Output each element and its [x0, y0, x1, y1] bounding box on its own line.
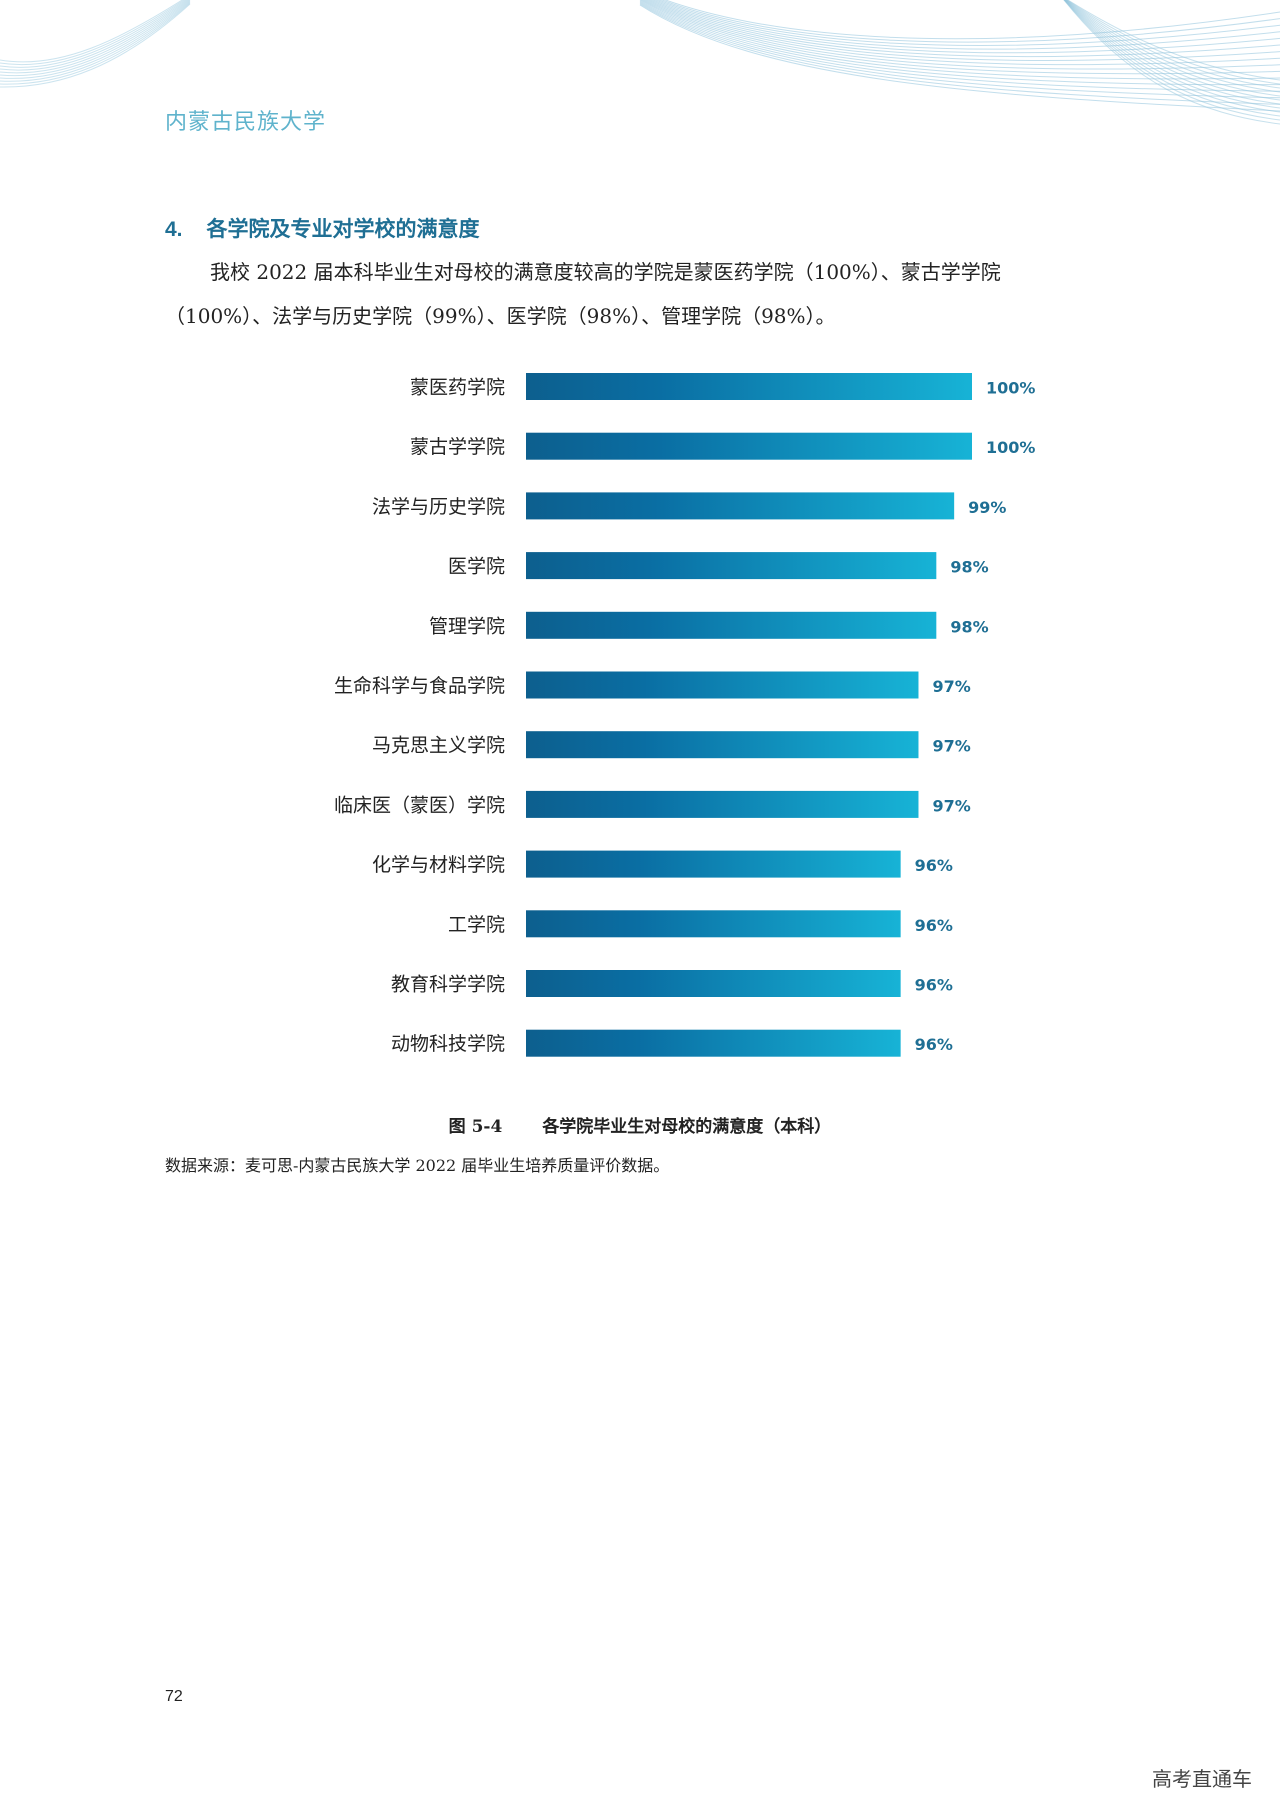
wave-line [642, 0, 1280, 70]
wave-line [1064, 0, 1280, 109]
wave-line [651, 0, 1280, 54]
value-label: 96% [915, 916, 953, 935]
data-source-note: 数据来源：麦可思-内蒙古民族大学 2022 届毕业生培养质量评价数据。 [165, 1156, 670, 1175]
wave-line [639, 4, 1280, 112]
category-label: 临床医（蒙医）学院 [334, 794, 505, 816]
category-label: 工学院 [448, 914, 505, 936]
wave-line [1064, 0, 1280, 113]
figure-caption: 图 5-4 各学院毕业生对母校的满意度（本科） [0, 1112, 1280, 1137]
section-number: 4. [165, 218, 183, 241]
value-label: 97% [932, 737, 970, 756]
wave-line [657, 0, 1280, 46]
paragraph-line-2: （100%）、法学与历史学院（99%）、医学院（98%）、管理学院（98%）。 [165, 304, 836, 328]
figure-title: 各学院毕业生对母校的满意度（本科） [542, 1117, 832, 1137]
bar [526, 611, 937, 639]
satisfaction-bar-chart: 蒙医药学院 100% 蒙古学学院 100% 法学与历史学院 99% 医学院 98% 管理学院 98… [334, 373, 1035, 1057]
bar [526, 1029, 901, 1057]
wave-line [0, 0, 189, 71]
wave-line [647, 0, 1280, 62]
wave-line [654, 0, 1280, 50]
wave-line [1066, 0, 1280, 85]
wave-line [1063, 0, 1280, 125]
wave-line [639, 0, 1280, 80]
wave-line [0, 0, 185, 66]
header-wave-decoration [0, 0, 1280, 125]
category-label: 马克思主义学院 [372, 735, 505, 757]
paragraph-line-1: 我校 2022 届本科毕业生对母校的满意度较高的学院是蒙医药学院（100%）、蒙… [210, 260, 1001, 284]
value-label: 96% [915, 856, 953, 875]
category-label: 法学与历史学院 [372, 496, 505, 518]
category-label: 蒙医药学院 [410, 377, 505, 399]
wave-line [1063, 0, 1280, 121]
page-number: 72 [165, 1688, 183, 1705]
section-title: 各学院及专业对学校的满意度 [206, 216, 480, 241]
category-label: 生命科学与食品学院 [334, 675, 505, 697]
bar [526, 373, 972, 400]
value-label: 96% [915, 1035, 953, 1054]
wave-line [0, 0, 184, 63]
watermark-text: 高考直通车 [1152, 1767, 1252, 1791]
wave-line [660, 0, 1280, 43]
bar [526, 492, 955, 520]
value-label: 96% [915, 976, 953, 995]
value-label: 100% [986, 379, 1035, 398]
bar [526, 970, 901, 997]
wave-line [649, 0, 1280, 58]
value-label: 98% [950, 558, 988, 577]
wave-line [1065, 0, 1280, 89]
bar [526, 432, 972, 460]
wave-line [0, 0, 190, 74]
value-label: 97% [932, 677, 970, 696]
category-label: 教育科学学院 [391, 974, 505, 996]
category-label: 管理学院 [429, 615, 505, 637]
wave-line [0, 0, 191, 77]
wave-line [1065, 0, 1280, 97]
bar [526, 731, 919, 759]
wave-line [0, 0, 187, 68]
bar [526, 850, 901, 878]
bar [526, 671, 919, 699]
category-label: 化学与材料学院 [372, 854, 505, 876]
category-label: 蒙古学学院 [410, 436, 505, 458]
value-label: 97% [932, 796, 970, 815]
bar [526, 910, 901, 938]
figure-number: 图 5-4 [448, 1117, 503, 1137]
wave-line [639, 1, 1280, 92]
wave-line [1067, 0, 1280, 81]
wave-line [639, 3, 1280, 105]
bar [526, 552, 937, 580]
section-paragraph: 我校 2022 届本科毕业生对母校的满意度较高的学院是蒙医药学院（100%）、蒙… [165, 250, 1125, 338]
wave-line [639, 2, 1280, 99]
wave-line [0, 1, 191, 82]
bar [526, 790, 919, 818]
wave-line [664, 0, 1280, 40]
category-label: 医学院 [448, 556, 505, 578]
section-heading: 4. 各学院及专业对学校的满意度 [165, 213, 480, 243]
value-label: 99% [968, 498, 1006, 517]
wave-line [1064, 0, 1280, 101]
category-label: 动物科技学院 [391, 1033, 505, 1055]
value-label: 100% [986, 438, 1035, 457]
wave-line [0, 3, 191, 88]
wave-line [1064, 0, 1280, 105]
school-name: 内蒙古民族大学 [165, 110, 327, 135]
wave-line [1063, 0, 1280, 117]
value-label: 98% [950, 617, 988, 636]
wave-line [0, 0, 191, 79]
wave-line [644, 0, 1280, 66]
wave-line [640, 0, 1280, 75]
wave-line [0, 2, 191, 85]
wave-line [1065, 0, 1280, 93]
